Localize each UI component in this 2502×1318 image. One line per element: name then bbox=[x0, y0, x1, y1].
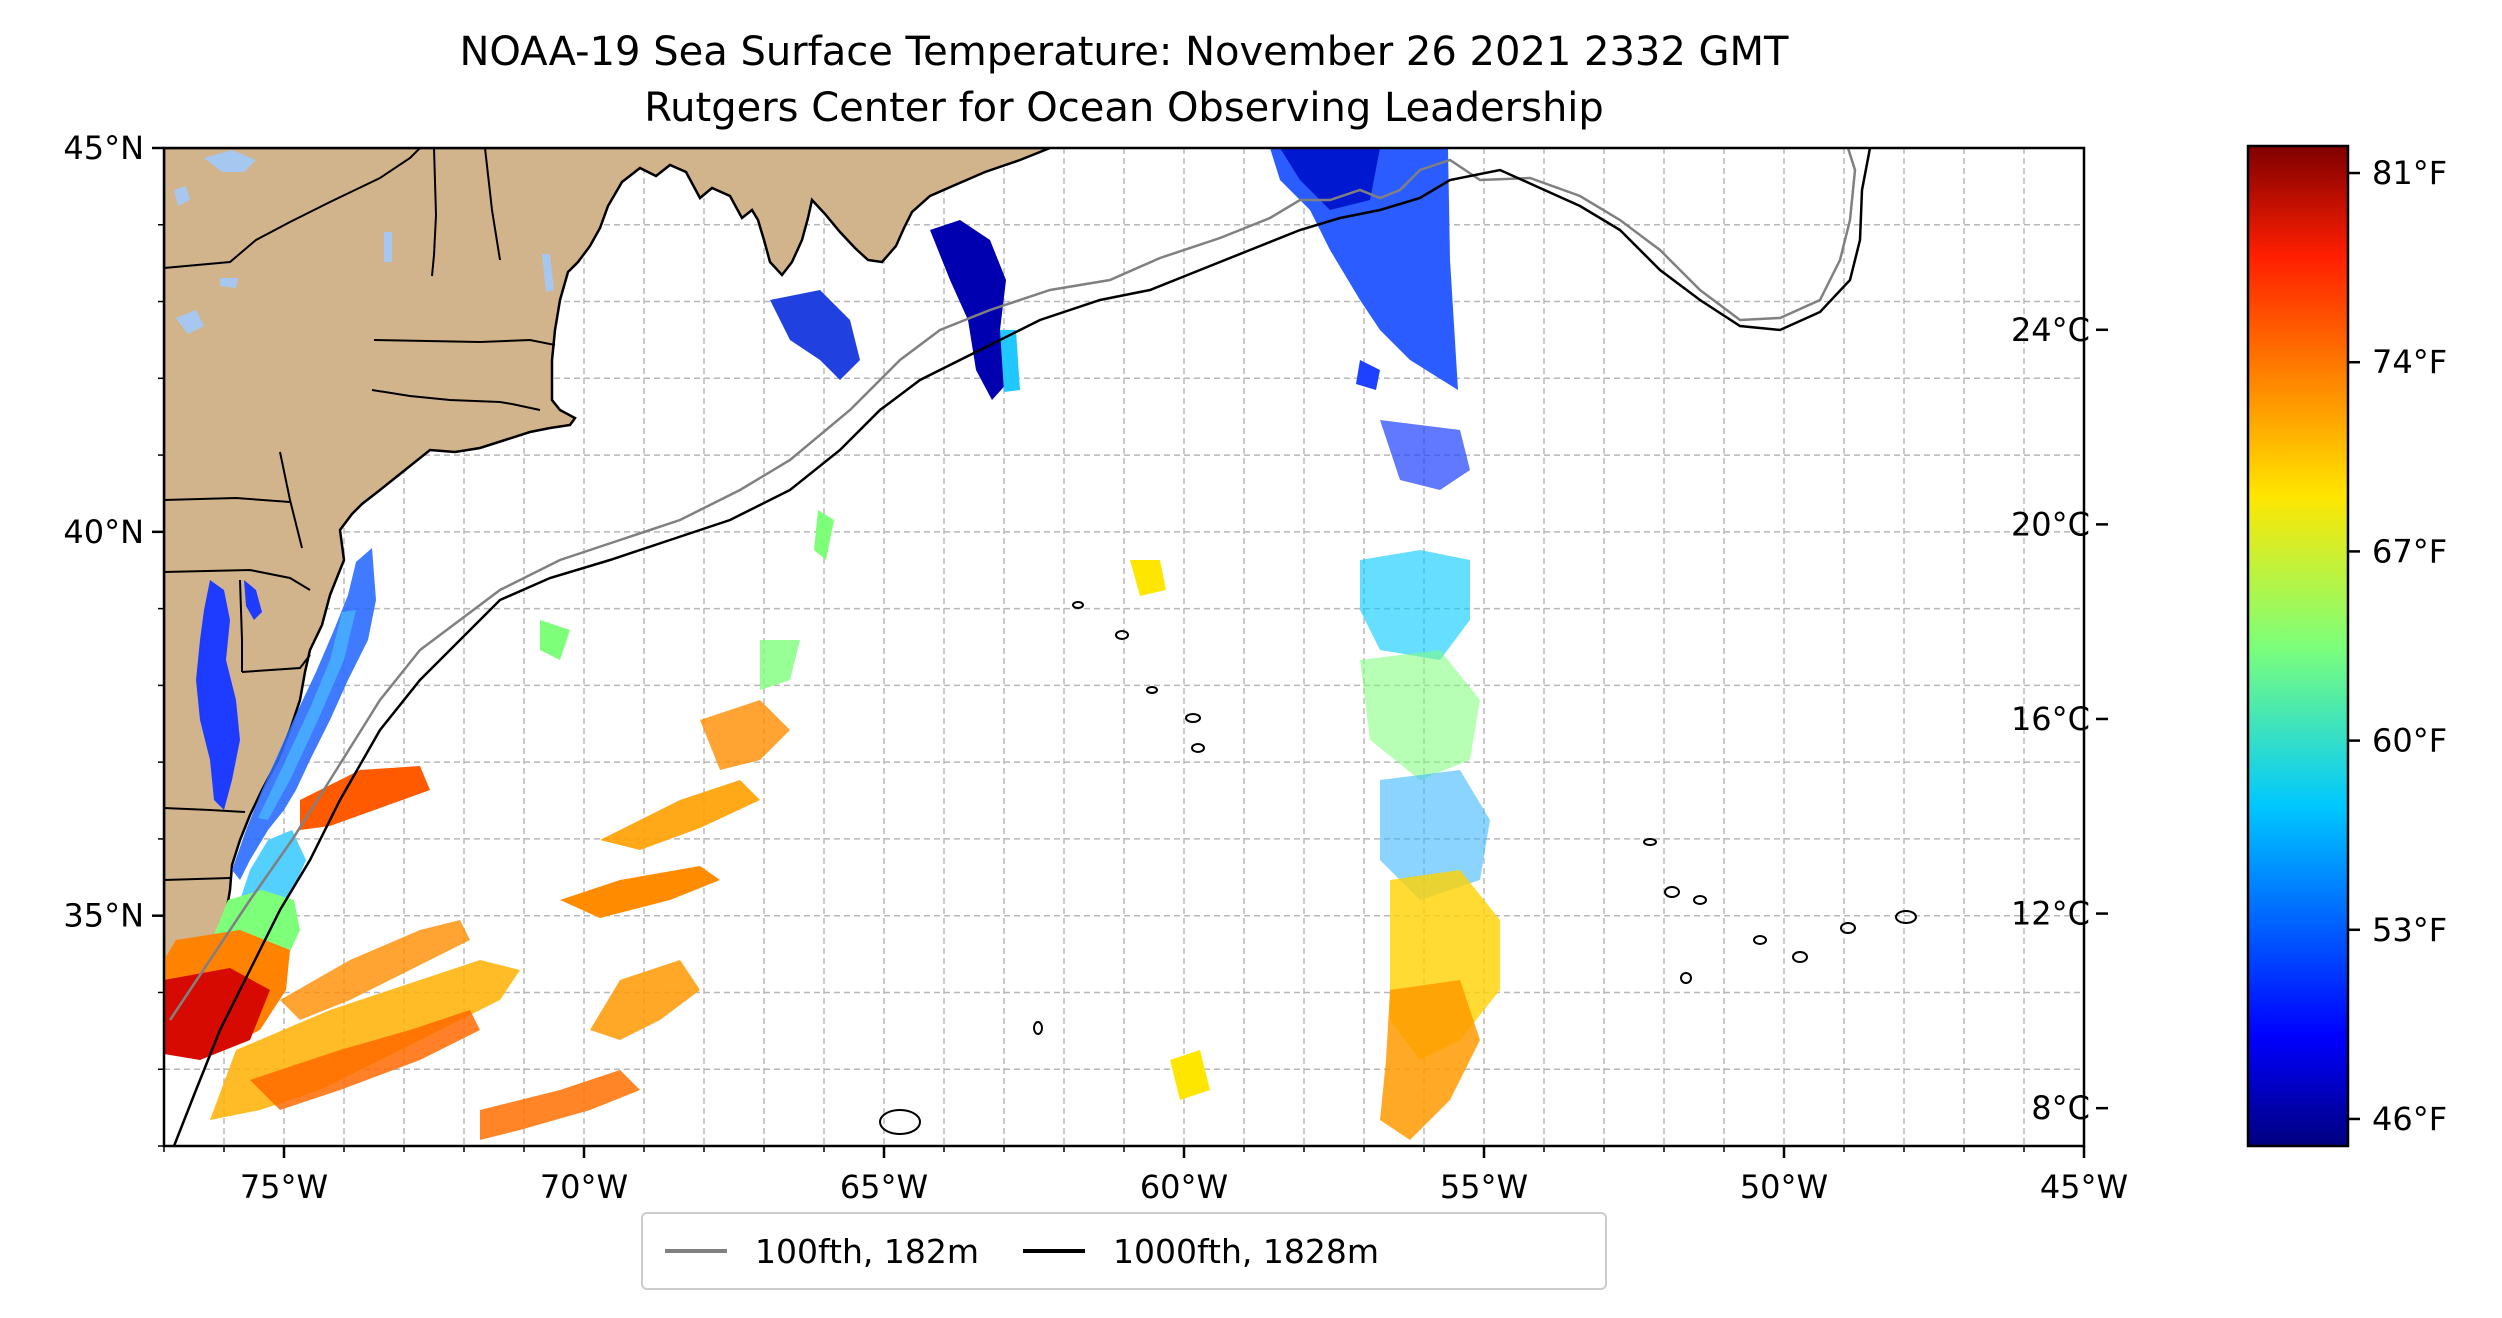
colorbar-c-label: 8°C bbox=[2031, 1089, 2090, 1127]
lon-tick-label: 75°W bbox=[240, 1168, 328, 1206]
colorbar-f-label: 53°F bbox=[2372, 911, 2447, 949]
sst-cold-gulf-of-maine bbox=[770, 148, 1458, 400]
lat-tick-label: 40°N bbox=[63, 513, 144, 551]
chesapeake-bay bbox=[196, 580, 262, 810]
legend-item-1000fth: 1000fth, 1828m bbox=[1023, 1232, 1379, 1271]
lon-tick-label: 50°W bbox=[1740, 1168, 1828, 1206]
isobath-100fth bbox=[168, 148, 1857, 1021]
map-area bbox=[164, 148, 2084, 1146]
lon-tick-label: 60°W bbox=[1140, 1168, 1228, 1206]
legend-label-1000fth: 1000fth, 1828m bbox=[1113, 1231, 1379, 1271]
lon-tick-label: 70°W bbox=[540, 1168, 628, 1206]
legend-item-100fth: 100fth, 182m bbox=[665, 1232, 979, 1271]
colorbar-f-label: 67°F bbox=[2372, 532, 2447, 570]
isobath-legend: 100fth, 182m 1000fth, 1828m bbox=[641, 1212, 1607, 1290]
isobath-1000fth bbox=[172, 148, 1872, 1146]
seamounts bbox=[879, 601, 1917, 1135]
lon-tick-label: 55°W bbox=[1440, 1168, 1528, 1206]
legend-swatch-1000fth bbox=[1023, 1249, 1085, 1253]
colorbar-ticks: 81°F 74°F 67°F 60°F 53°F 46°F 24°C 20°C 16°C 12°C… bbox=[2011, 154, 2447, 1138]
state-borders bbox=[164, 148, 556, 881]
colorbar-f-label: 74°F bbox=[2372, 343, 2447, 381]
lat-tick-label: 45°N bbox=[63, 129, 144, 167]
sst-coastal-band bbox=[164, 548, 376, 1060]
sst-central-swath bbox=[1130, 420, 1500, 1140]
colorbar-f-label: 81°F bbox=[2372, 154, 2447, 192]
colorbar-c-label: 16°C bbox=[2011, 700, 2090, 738]
map-title: NOAA-19 Sea Surface Temperature: Novembe… bbox=[459, 29, 1789, 75]
lat-tick-label: 35°N bbox=[63, 897, 144, 935]
lakes bbox=[174, 150, 554, 334]
lon-tick-label: 65°W bbox=[840, 1168, 928, 1206]
colorbar-f-label: 60°F bbox=[2372, 722, 2447, 760]
longitude-axis: 75°W 70°W 65°W 60°W 55°W 50°W 45°W bbox=[163, 1146, 2128, 1206]
latitude-axis: 45°N 40°N 35°N bbox=[63, 129, 164, 1147]
colorbar bbox=[2246, 144, 2350, 1148]
colorbar-c-label: 24°C bbox=[2011, 311, 2090, 349]
lon-tick-label: 45°W bbox=[2040, 1168, 2128, 1206]
map-subtitle: Rutgers Center for Ocean Observing Leade… bbox=[644, 85, 1604, 131]
legend-label-100fth: 100fth, 182m bbox=[755, 1231, 979, 1271]
colorbar-c-label: 20°C bbox=[2011, 505, 2090, 543]
colorbar-f-label: 46°F bbox=[2372, 1100, 2447, 1138]
colorbar-c-label: 12°C bbox=[2011, 895, 2090, 933]
legend-swatch-100fth bbox=[665, 1249, 727, 1253]
sst-gulf-stream bbox=[210, 510, 834, 1140]
graticule bbox=[164, 148, 2084, 1146]
